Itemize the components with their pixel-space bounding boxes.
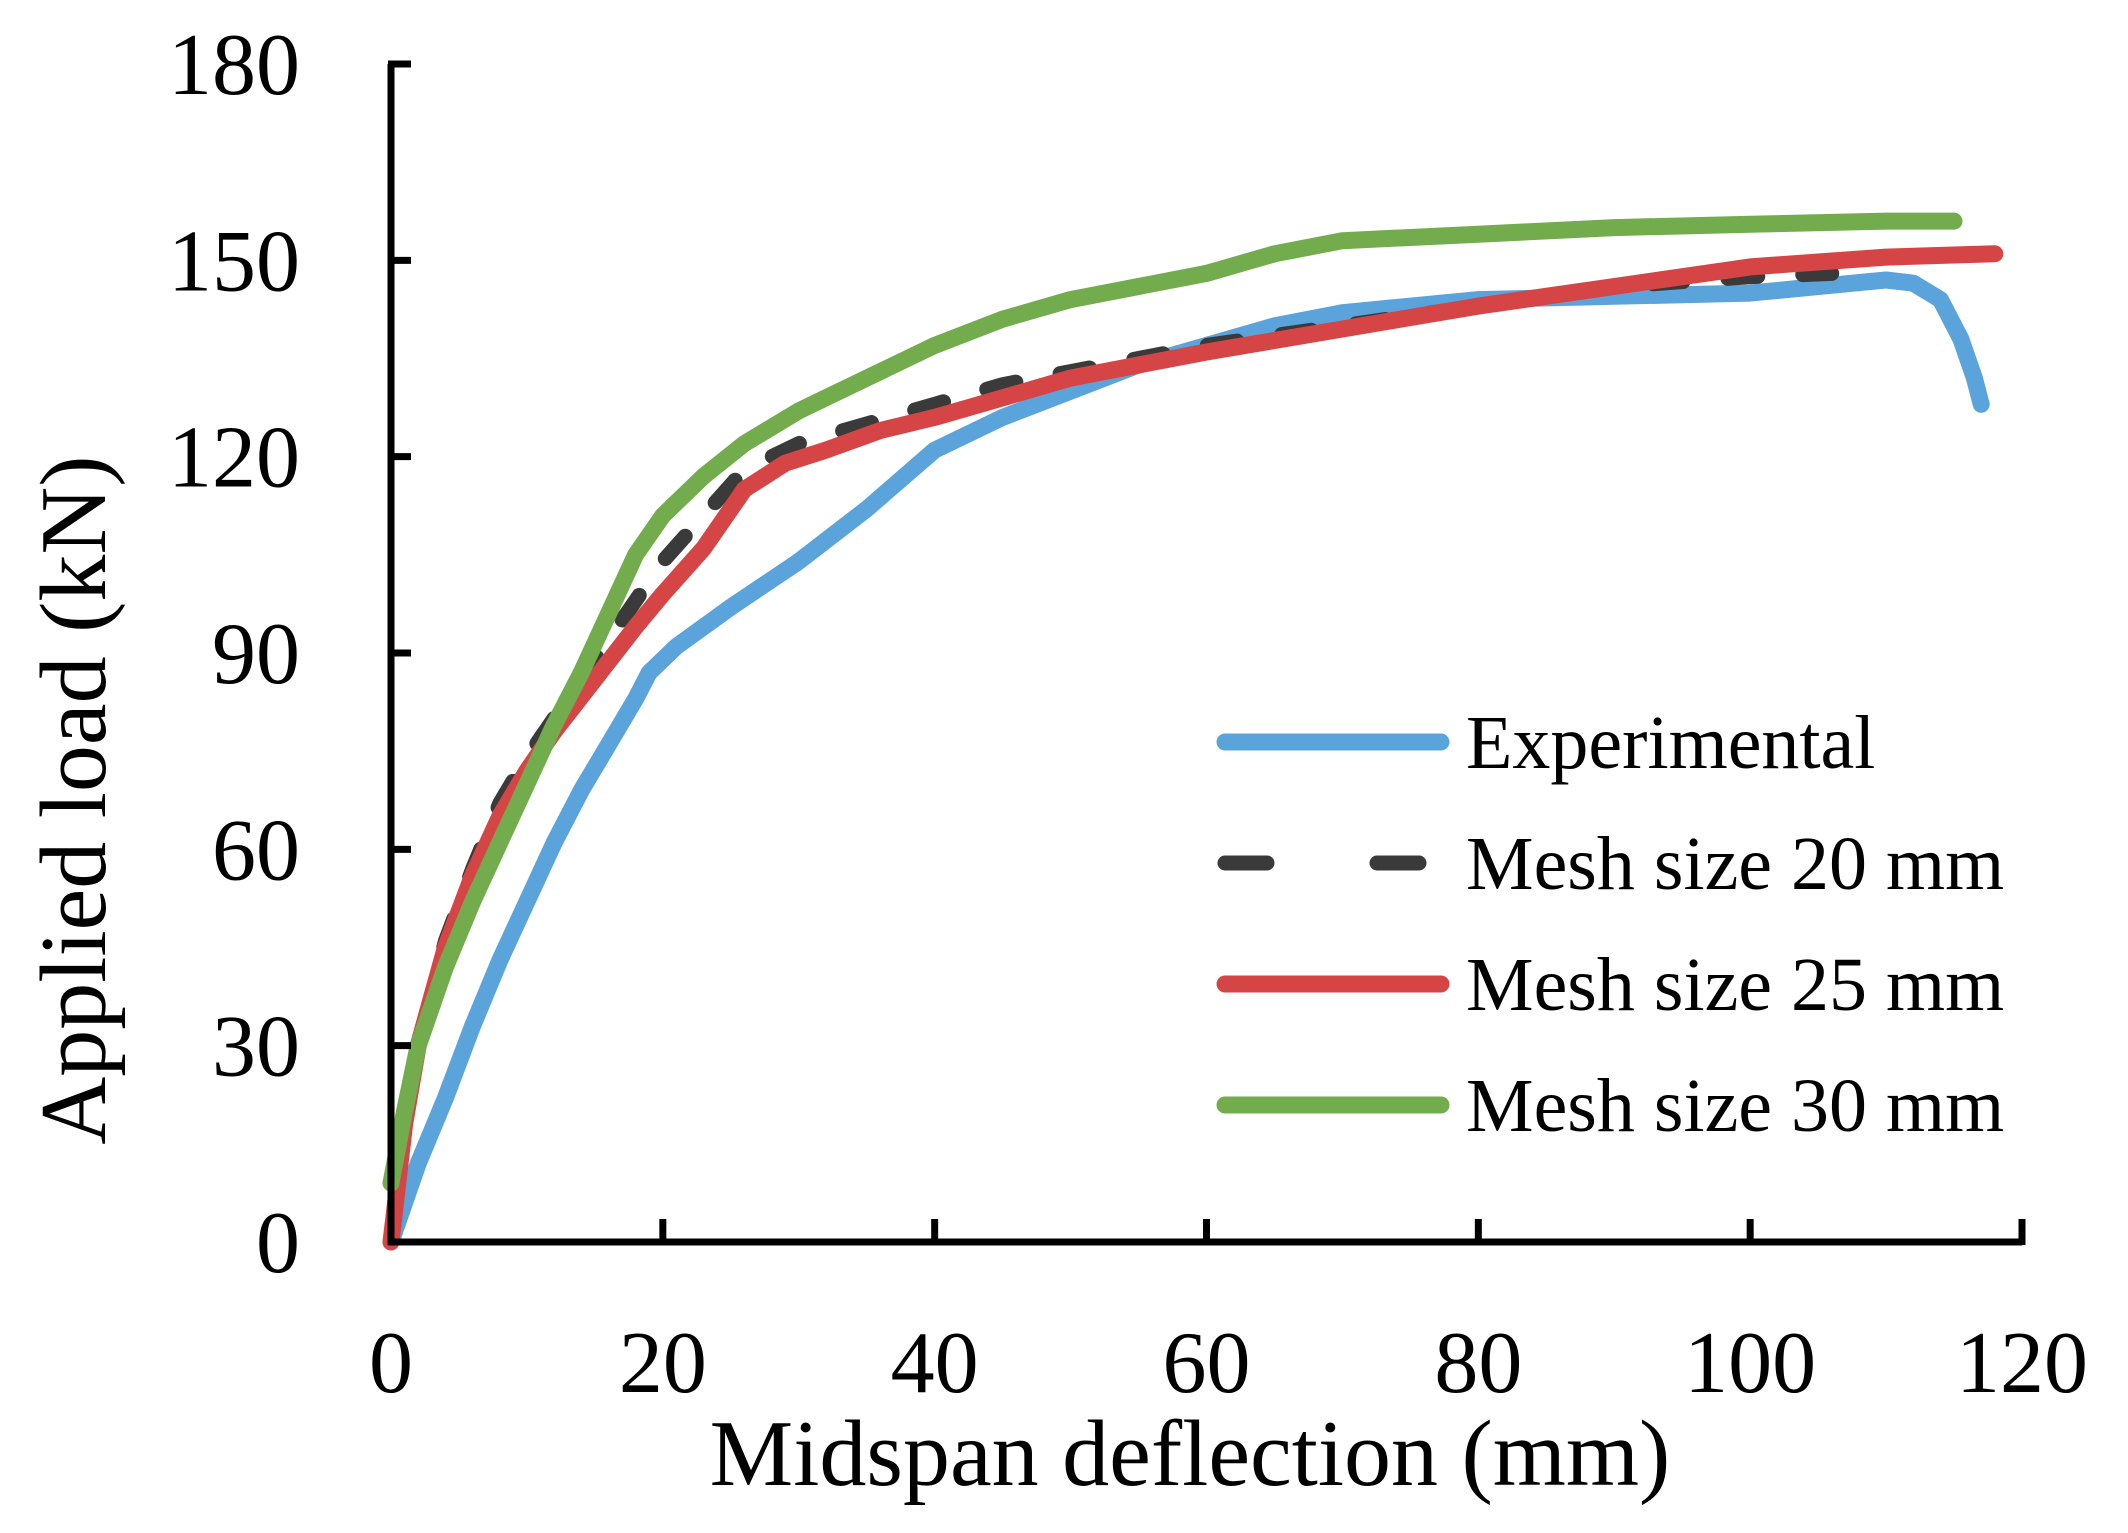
ticks-layer: 0 30 60 90 120 150 180 0 20 40 60 80 100 120 xyxy=(168,17,2088,1412)
y-tick-label: 0 xyxy=(256,1195,300,1292)
series-line-3 xyxy=(382,245,2004,1251)
x-tick-label: 0 xyxy=(369,1315,413,1412)
x-tick-label: 60 xyxy=(1163,1315,1251,1412)
x-tick-label: 100 xyxy=(1684,1315,1816,1412)
x-tick-label: 80 xyxy=(1434,1315,1522,1412)
x-tick-label: 40 xyxy=(891,1315,979,1412)
legend-label: Mesh size 20 mm xyxy=(1466,822,2004,906)
y-tick-label: 180 xyxy=(168,17,300,114)
series-line-1 xyxy=(382,271,1990,1251)
y-axis-title: Applied load (kN) xyxy=(22,455,126,1144)
legend-label: Mesh size 25 mm xyxy=(1466,943,2004,1027)
x-tick-label: 120 xyxy=(1956,1315,2088,1412)
y-tick-label: 60 xyxy=(212,802,300,899)
legend-label: Experimental xyxy=(1466,701,1875,785)
series-line-4 xyxy=(382,212,1963,1192)
legend-label: Mesh size 30 mm xyxy=(1466,1064,2004,1148)
y-tick-label: 90 xyxy=(212,606,300,703)
series-layer xyxy=(382,212,2004,1251)
x-tick-label: 20 xyxy=(619,1315,707,1412)
y-tick-label: 120 xyxy=(168,410,300,507)
y-tick-label: 150 xyxy=(168,213,300,310)
y-tick-label: 30 xyxy=(212,999,300,1096)
x-axis-title: Midspan deflection (mm) xyxy=(710,1402,1671,1506)
legend: Experimental Mesh size 20 mm Mesh size 25 … xyxy=(1216,701,2004,1148)
